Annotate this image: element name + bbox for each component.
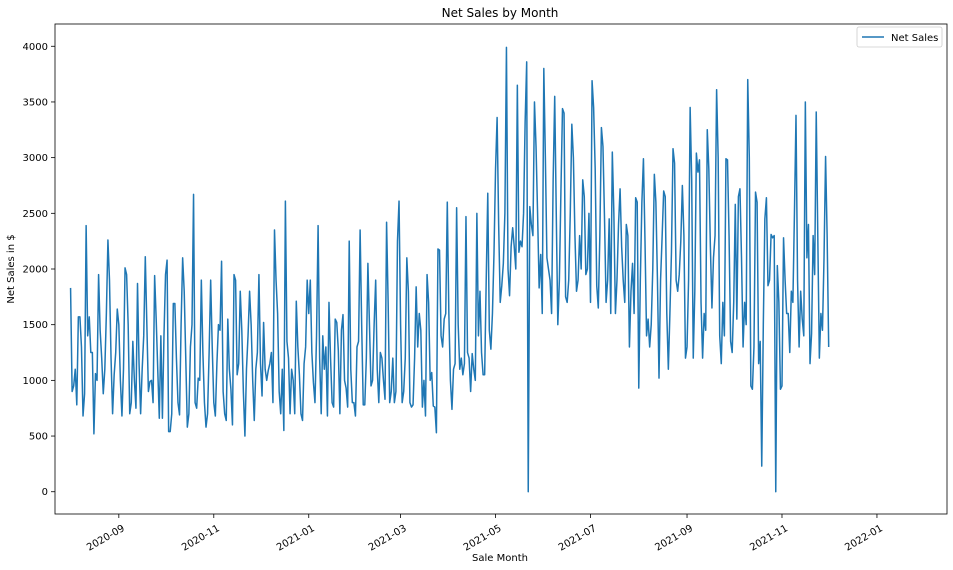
chart-title: Net Sales by Month (442, 6, 559, 20)
y-tick-label: 3000 (23, 153, 48, 164)
y-tick-label: 0 (42, 487, 48, 498)
x-axis-label: Sale Month (472, 553, 528, 564)
legend-box (856, 26, 943, 48)
y-tick-label: 1000 (23, 376, 48, 387)
y-tick-label: 3500 (23, 97, 48, 108)
y-tick-label: 4000 (23, 42, 48, 53)
y-tick-label: 1500 (23, 320, 48, 331)
series-line-net-sales (69, 46, 830, 493)
y-tick-label: 500 (29, 432, 48, 443)
y-axis: 0 500 1000 1500 2000 2500 3000 3500 4000 (23, 42, 55, 498)
legend-label-net-sales: Net Sales (891, 33, 938, 44)
y-tick-label: 2500 (23, 209, 48, 220)
y-tick-label: 2000 (23, 265, 48, 276)
legend: Net Sales (856, 26, 943, 48)
y-axis-label: Net Sales in $ (6, 234, 17, 303)
